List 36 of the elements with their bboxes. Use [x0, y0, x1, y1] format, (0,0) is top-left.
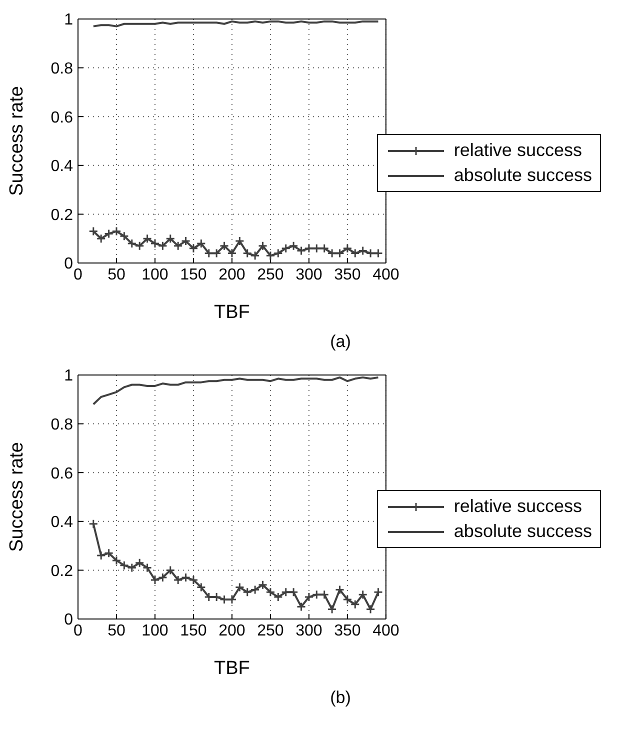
x-tick-label: 300 — [296, 622, 322, 640]
y-tick-label: 0.2 — [50, 206, 74, 224]
x-tick-label: 250 — [257, 622, 284, 640]
x-tick-label: 350 — [334, 622, 361, 640]
text: (b) — [329, 688, 352, 708]
x-axis-title: TBF — [214, 658, 250, 679]
y-tick-label: 0.4 — [50, 514, 74, 532]
x-tick-label: 50 — [108, 622, 126, 640]
x-tick-label: 400 — [372, 266, 400, 284]
text: (a) — [329, 332, 352, 352]
y-tick-label: 0.8 — [50, 416, 74, 434]
x-axis-title: TBF — [214, 302, 250, 323]
x-tick-label: 100 — [142, 622, 168, 640]
y-tick-label: 0.2 — [50, 562, 74, 580]
y-axis-title: Success rate — [6, 86, 28, 196]
legend-label: relative success — [454, 139, 582, 162]
x-tick-label: 150 — [180, 622, 207, 640]
y-tick-label: 1 — [64, 368, 74, 385]
y-tick-label: 0.4 — [50, 158, 74, 176]
x-tick-label: 150 — [180, 266, 207, 284]
y-tick-label: 1 — [64, 12, 74, 29]
legend-label: relative success — [454, 495, 582, 518]
legend-label: absolute success — [454, 520, 592, 543]
legend-label: absolute success — [454, 164, 592, 187]
y-tick-label: 0.6 — [50, 465, 74, 482]
x-tick-label: 200 — [218, 266, 246, 284]
x-tick-label: 200 — [218, 622, 246, 640]
y-tick-label: 0.6 — [50, 109, 74, 126]
y-axis-title: Success rate — [6, 442, 28, 552]
x-tick-label: 400 — [372, 622, 400, 640]
x-tick-label: 250 — [257, 266, 284, 284]
x-tick-label: 50 — [108, 266, 126, 284]
x-tick-label: 350 — [334, 266, 361, 284]
x-tick-label: 100 — [142, 266, 168, 284]
y-tick-label: 0.8 — [50, 60, 74, 78]
x-tick-label: 300 — [296, 266, 322, 284]
